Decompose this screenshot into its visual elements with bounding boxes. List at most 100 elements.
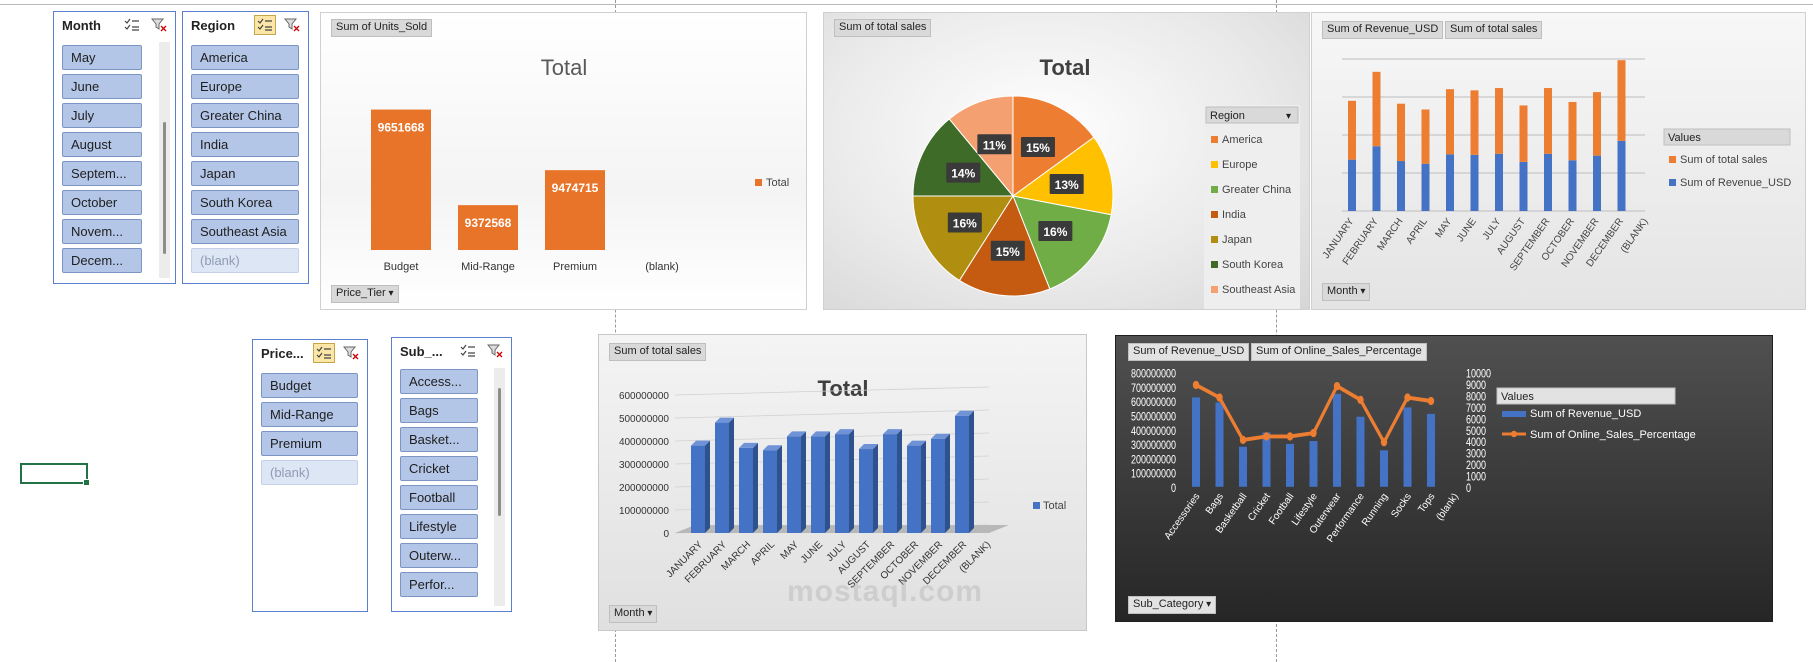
- legend-swatch: [1211, 261, 1218, 268]
- active-cell[interactable]: [20, 463, 90, 486]
- data-label: 14%: [951, 167, 975, 181]
- slicer-price-tier[interactable]: Price... Budget Mid-Range Premium (blank): [252, 339, 368, 612]
- bar-mark: [835, 434, 849, 533]
- field-button-values[interactable]: Sum of Units_Sold: [331, 19, 433, 37]
- slicer-item[interactable]: Bags: [400, 398, 478, 423]
- y-tick-label: 500000000: [1131, 412, 1176, 424]
- bar-mark: [1495, 88, 1503, 154]
- slicer-item[interactable]: Cricket: [400, 456, 478, 481]
- field-button-axis[interactable]: Price_Tier: [331, 285, 399, 303]
- slicer-item[interactable]: Novem...: [62, 219, 142, 244]
- field-button-values[interactable]: Sum of total sales: [834, 19, 932, 37]
- legend-label: Sum of total sales: [1680, 154, 1768, 166]
- slicer-scrollbar[interactable]: [498, 388, 501, 516]
- legend-title-button: [1205, 106, 1299, 124]
- clear-filter-icon[interactable]: [281, 15, 303, 35]
- slicer-item[interactable]: October: [62, 190, 142, 215]
- slicer-item[interactable]: Football: [400, 485, 478, 510]
- data-label-box: [1049, 174, 1084, 195]
- y2-tick-label: 3000: [1466, 449, 1486, 461]
- bar-mark: [1470, 90, 1479, 155]
- slicer-item[interactable]: Southeast Asia: [191, 219, 299, 244]
- slicer-item[interactable]: (blank): [261, 460, 358, 485]
- slicer-item[interactable]: Access...: [400, 369, 478, 394]
- legend-swatch: [1502, 411, 1526, 417]
- clear-filter-icon[interactable]: [484, 341, 506, 361]
- chart-3d-bar-month[interactable]: Total Total 0 100000000 200000000 300000000…: [598, 334, 1087, 631]
- bar-top: [739, 442, 758, 448]
- slicer-item[interactable]: Perfor...: [400, 572, 478, 597]
- bar-mark: [811, 436, 825, 533]
- pie-slice: [912, 195, 1014, 282]
- slicer-item[interactable]: Septem...: [62, 161, 142, 186]
- slicer-scrollbar[interactable]: [163, 122, 166, 254]
- data-label-box: [977, 134, 1012, 155]
- slicer-item[interactable]: Japan: [191, 161, 299, 186]
- field-button-values[interactable]: Sum of Online_Sales_Percentage: [1251, 343, 1427, 361]
- slicer-item[interactable]: Budget: [261, 373, 358, 398]
- bar-top: [835, 429, 854, 435]
- clear-filter-icon[interactable]: [340, 343, 362, 363]
- slicer-title: Sub_...: [400, 343, 443, 359]
- field-button-axis[interactable]: Sub_Category: [1128, 596, 1217, 614]
- slicer-item[interactable]: (blank): [191, 248, 299, 273]
- bar-mark: [1421, 163, 1430, 211]
- bar-mark: [1421, 109, 1430, 164]
- grid-line: [674, 386, 990, 396]
- clear-filter-icon[interactable]: [148, 15, 170, 35]
- bar-mark: [1427, 413, 1435, 487]
- watermark-logo: mostaql.com: [787, 575, 984, 608]
- slicer-item[interactable]: Outerw...: [400, 543, 478, 568]
- slicer-title: Region: [191, 17, 236, 33]
- y-tick-label: 300000000: [619, 460, 669, 471]
- line-point: [1310, 428, 1317, 438]
- slicer-item[interactable]: America: [191, 45, 299, 70]
- bar-side: [945, 433, 950, 533]
- field-button-values[interactable]: Sum of total sales: [1445, 21, 1543, 39]
- slicer-sub-category[interactable]: Sub_... Access... Bags Basket... Cricket Foo…: [391, 337, 512, 612]
- field-button-values[interactable]: Sum of Revenue_USD: [1128, 343, 1250, 361]
- bar-side: [753, 442, 758, 533]
- chart-units-sold[interactable]: Total Total 9651668 9372568 9474715 Budget M…: [320, 12, 807, 310]
- multi-select-icon[interactable]: [254, 15, 276, 35]
- slicer-region[interactable]: Region America Europe Greater China India Ja…: [182, 11, 309, 284]
- slicer-item[interactable]: Mid-Range: [261, 402, 358, 427]
- data-label: 9651668: [378, 121, 425, 135]
- slicer-item[interactable]: Decem...: [62, 248, 142, 273]
- slicer-item[interactable]: August: [62, 132, 142, 157]
- slicer-item[interactable]: Europe: [191, 74, 299, 99]
- slicer-item[interactable]: May: [62, 45, 142, 70]
- bar-mark: [739, 447, 753, 533]
- legend-label: Europe: [1222, 159, 1257, 171]
- multi-select-icon[interactable]: [121, 15, 143, 35]
- slicer-item[interactable]: Greater China: [191, 103, 299, 128]
- pie-plot: Total 15% 13% 16% 15% 16% 14% 11% Region ▾ Americ…: [912, 55, 1300, 309]
- slicer-item[interactable]: India: [191, 132, 299, 157]
- field-button-axis[interactable]: Month: [1322, 283, 1371, 301]
- legend-label: India: [1222, 209, 1247, 221]
- slicer-item[interactable]: South Korea: [191, 190, 299, 215]
- bar-mark: [1519, 105, 1528, 162]
- tick-label: Bags: [1204, 491, 1226, 516]
- bar-top: [907, 440, 926, 446]
- legend-swatch: [1669, 156, 1676, 163]
- slicer-item[interactable]: Basket...: [400, 427, 478, 452]
- legend-label: Sum of Online_Sales_Percentage: [1530, 429, 1696, 441]
- chart-combo-subcategory[interactable]: 0 100000000 200000000 300000000 400000000 500…: [1115, 335, 1773, 622]
- field-button-values[interactable]: Sum of total sales: [609, 343, 707, 361]
- slicer-item[interactable]: Premium: [261, 431, 358, 456]
- slicer-item[interactable]: Lifestyle: [400, 514, 478, 539]
- slicer-item[interactable]: July: [62, 103, 142, 128]
- data-label: 15%: [1026, 141, 1050, 155]
- slicer-month[interactable]: Month May June July August Septem... October N…: [53, 11, 176, 284]
- chart-pie-region[interactable]: Total 15% 13% 16% 15% 16% 14% 11% Region ▾ Americ…: [823, 12, 1310, 310]
- bar-mark: [1403, 407, 1412, 487]
- multi-select-icon[interactable]: [313, 343, 335, 363]
- multi-select-icon[interactable]: [457, 341, 479, 361]
- field-button-values[interactable]: Sum of Revenue_USD: [1322, 21, 1444, 39]
- bar-side: [969, 410, 974, 533]
- slicer-item[interactable]: June: [62, 74, 142, 99]
- chart-stacked-month[interactable]: JANUARY FEBRUARY MARCH APRIL MAY JUNE JULY AUGU…: [1311, 12, 1806, 310]
- slicer-title: Month: [62, 17, 101, 33]
- field-button-axis[interactable]: Month: [609, 605, 658, 623]
